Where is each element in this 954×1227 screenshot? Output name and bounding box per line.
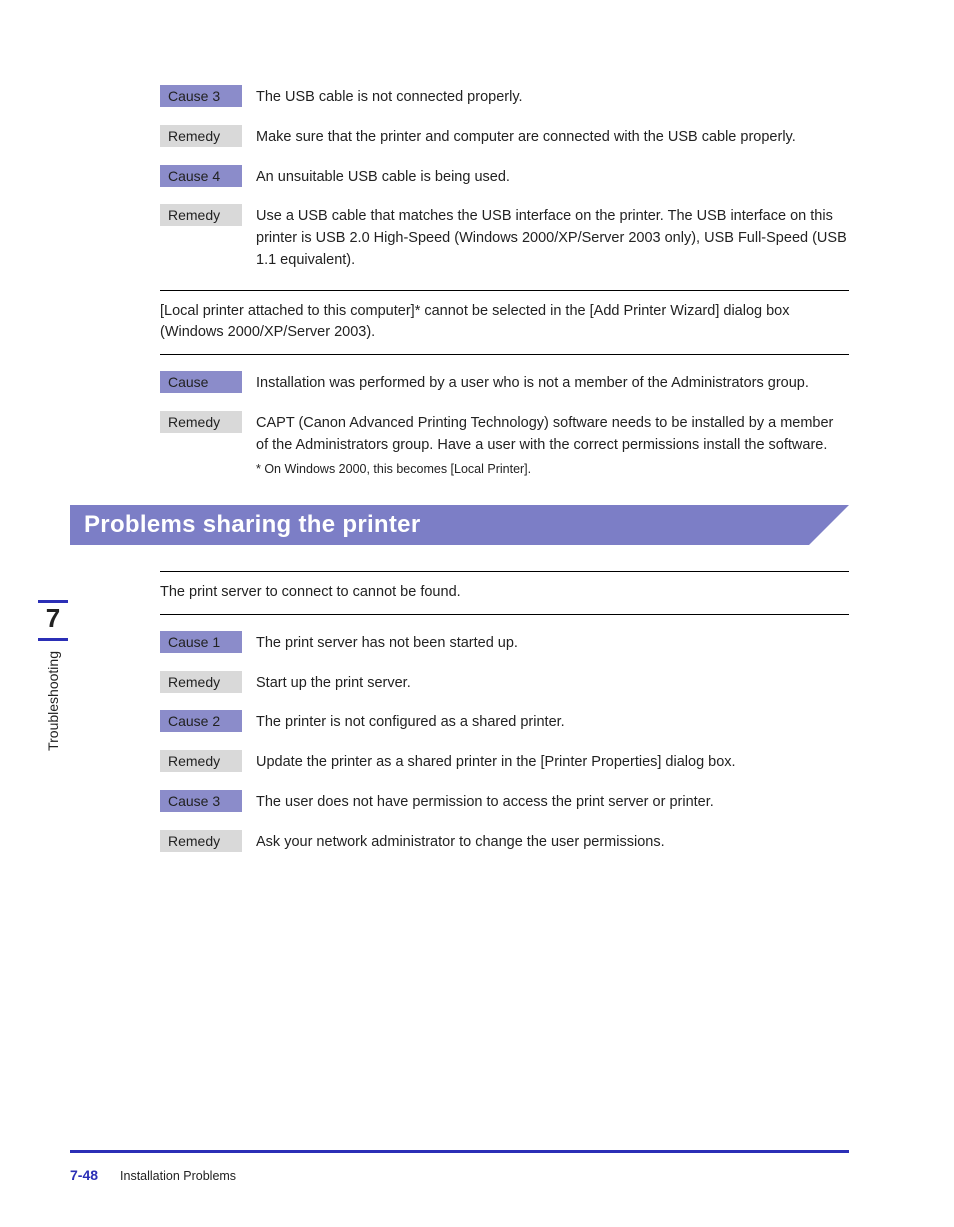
cause-remedy-row: Remedy Use a USB cable that matches the U… — [160, 204, 849, 271]
row-description: Start up the print server. — [256, 671, 849, 695]
row-description: Ask your network administrator to change… — [256, 830, 849, 854]
cause-label: Cause 1 — [160, 631, 242, 653]
row-description: The print server has not been started up… — [256, 631, 849, 655]
cause-remedy-row: Cause 4 An unsuitable USB cable is being … — [160, 165, 849, 189]
cause-remedy-row: Remedy Ask your network administrator to … — [160, 830, 849, 854]
cause-remedy-row: Cause 3 The USB cable is not connected pr… — [160, 85, 849, 109]
cause-remedy-row: Cause 2 The printer is not configured as … — [160, 710, 849, 734]
cause-remedy-row: Remedy Make sure that the printer and com… — [160, 125, 849, 149]
row-description: CAPT (Canon Advanced Printing Technology… — [256, 411, 849, 479]
issue-heading-2: The print server to connect to cannot be… — [160, 571, 849, 615]
cause-remedy-row: Cause 1 The print server has not been sta… — [160, 631, 849, 655]
remedy-label: Remedy — [160, 750, 242, 772]
page-number: 7-48 — [70, 1167, 98, 1183]
page-content: Cause 3 The USB cable is not connected pr… — [0, 0, 954, 1227]
cause-label: Cause 2 — [160, 710, 242, 732]
rows-group-2: Cause Installation was performed by a use… — [160, 371, 849, 479]
cause-label: Cause 3 — [160, 85, 242, 107]
row-description: The printer is not configured as a share… — [256, 710, 849, 734]
row-description: Use a USB cable that matches the USB int… — [256, 204, 849, 271]
rows-group-3: Cause 1 The print server has not been sta… — [160, 631, 849, 854]
cause-label: Cause — [160, 371, 242, 393]
cause-remedy-row: Remedy Start up the print server. — [160, 671, 849, 695]
row-description: The user does not have permission to acc… — [256, 790, 849, 814]
remedy-label: Remedy — [160, 204, 242, 226]
chapter-label: Troubleshooting — [45, 651, 61, 751]
cause-label: Cause 4 — [160, 165, 242, 187]
row-description: The USB cable is not connected properly. — [256, 85, 849, 109]
remedy-label: Remedy — [160, 830, 242, 852]
banner-triangle — [809, 505, 849, 545]
page-footer: 7-48 Installation Problems — [70, 1167, 236, 1183]
section-banner: Problems sharing the printer — [70, 505, 849, 545]
row-description: Update the printer as a shared printer i… — [256, 750, 849, 774]
section-title: Problems sharing the printer — [70, 511, 420, 539]
footer-rule — [70, 1150, 849, 1153]
footnote: * On Windows 2000, this becomes [Local P… — [256, 460, 849, 479]
footer-section: Installation Problems — [120, 1169, 236, 1183]
remedy-label: Remedy — [160, 125, 242, 147]
remedy-label: Remedy — [160, 411, 242, 433]
rows-group-1: Cause 3 The USB cable is not connected pr… — [160, 85, 849, 272]
side-tab: 7 Troubleshooting — [38, 600, 68, 751]
cause-label: Cause 3 — [160, 790, 242, 812]
cause-remedy-row: Cause Installation was performed by a use… — [160, 371, 849, 395]
remedy-label: Remedy — [160, 671, 242, 693]
row-description: Make sure that the printer and computer … — [256, 125, 849, 149]
cause-remedy-row: Cause 3 The user does not have permission… — [160, 790, 849, 814]
row-description: An unsuitable USB cable is being used. — [256, 165, 849, 189]
cause-remedy-row: Remedy CAPT (Canon Advanced Printing Tech… — [160, 411, 849, 479]
row-description: Installation was performed by a user who… — [256, 371, 849, 395]
side-tab-bottom-rule — [38, 638, 68, 641]
issue-heading-1: [Local printer attached to this computer… — [160, 290, 849, 356]
chapter-number: 7 — [38, 603, 68, 638]
cause-remedy-row: Remedy Update the printer as a shared pri… — [160, 750, 849, 774]
